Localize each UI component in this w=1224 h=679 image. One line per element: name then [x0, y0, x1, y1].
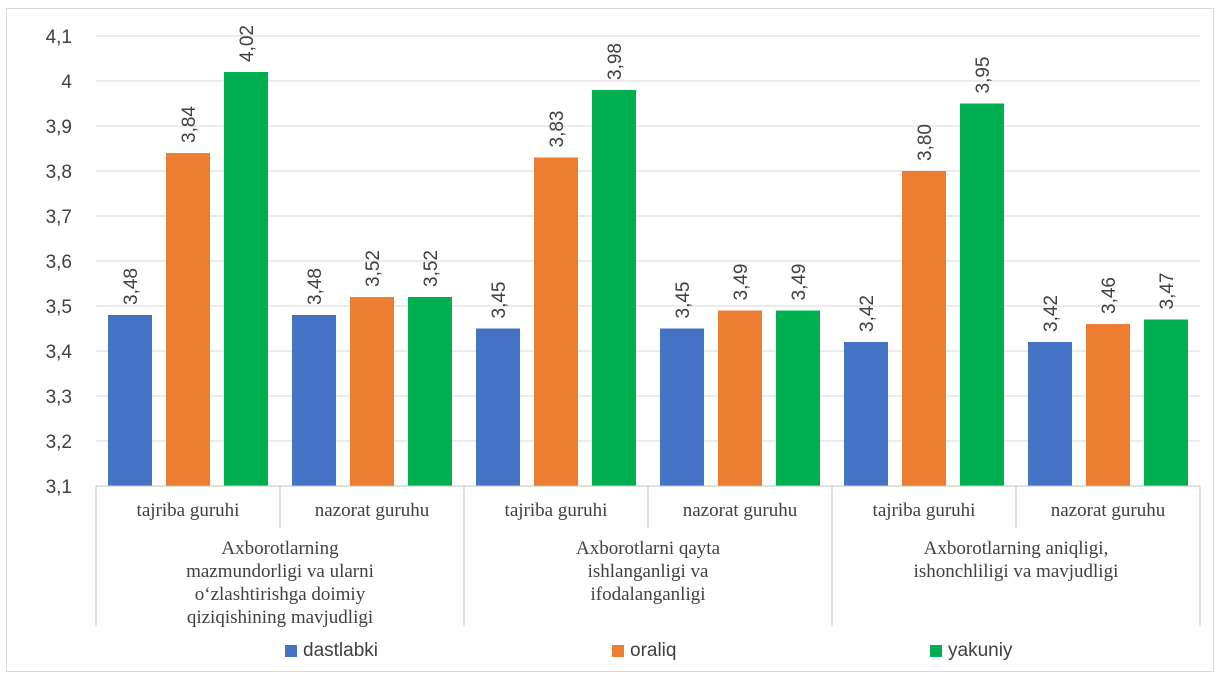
data-label: 3,83	[547, 111, 568, 148]
y-tick-label: 4	[61, 72, 72, 93]
bar-yakuniy	[592, 90, 636, 486]
y-axis: 3,1 3,2 3,3 3,4 3,5 3,6 3,7 3,8 3,9 4 4,1	[46, 27, 73, 498]
y-tick-label: 3,5	[46, 297, 72, 318]
data-label: 3,98	[605, 43, 626, 80]
group-label-line: Axborotlarning	[221, 538, 339, 559]
bar-yakuniy	[776, 310, 820, 486]
y-tick-label: 3,2	[46, 432, 72, 453]
y-tick-label: 3,3	[46, 387, 72, 408]
y-tick-label: 4,1	[46, 27, 72, 48]
data-label: 3,49	[731, 264, 752, 301]
subcategory-label: tajriba guruhi	[137, 500, 240, 521]
bar-dastlabki	[844, 342, 888, 486]
data-label: 3,42	[857, 295, 878, 332]
group-label-line: ishonchliligi va mavjudligi	[914, 561, 1119, 582]
group-label-line: o‘zlashtirishga doimiy	[195, 584, 366, 605]
data-label: 3,52	[421, 250, 442, 287]
legend-swatch-yakuniy	[930, 645, 942, 657]
y-tick-label: 3,4	[46, 342, 73, 363]
data-label: 3,46	[1099, 277, 1120, 314]
group-label-line: mazmundorligi va ularni	[186, 561, 374, 582]
data-label: 3,80	[915, 124, 936, 161]
bar-dastlabki	[1028, 342, 1072, 486]
group-label-line: Axborotlarni qayta	[576, 538, 721, 559]
bar-oraliq	[902, 171, 946, 486]
legend-swatch-oraliq	[612, 645, 624, 657]
subcategory-label: nazorat guruhu	[683, 500, 798, 521]
data-label: 3,49	[789, 264, 810, 301]
legend: dastlabki oraliq yakuniy	[285, 640, 1013, 661]
data-label: 3,84	[179, 106, 200, 143]
bar-oraliq	[534, 157, 578, 486]
data-label: 3,52	[363, 250, 384, 287]
bar-oraliq	[350, 297, 394, 486]
bar-yakuniy	[1144, 319, 1188, 486]
bar-dastlabki	[108, 315, 152, 486]
subcategory-label: nazorat guruhu	[1051, 500, 1166, 521]
data-labels: 3,48 3,84 4,02 3,48 3,52 3,52 3,45 3,83 3,98 3,45…	[121, 25, 1178, 332]
group-label-line: qiziqishining mavjudligi	[187, 607, 373, 628]
y-tick-label: 3,1	[46, 477, 72, 498]
group-label-line: ishlanganligi va	[588, 561, 709, 582]
bar-dastlabki	[660, 328, 704, 486]
data-label: 4,02	[237, 25, 258, 62]
bars	[108, 72, 1188, 486]
subcategory-label: tajriba guruhi	[873, 500, 976, 521]
data-label: 3,45	[673, 282, 694, 319]
data-label: 3,48	[305, 268, 326, 305]
legend-label-dastlabki: dastlabki	[303, 640, 378, 661]
bar-dastlabki	[476, 328, 520, 486]
bar-yakuniy	[408, 297, 452, 486]
y-tick-label: 3,6	[46, 252, 72, 273]
legend-label-yakuniy: yakuniy	[948, 640, 1013, 661]
x-axis: tajriba guruhi nazorat guruhu Axborotlarni…	[95, 485, 1201, 628]
y-tick-label: 3,8	[46, 162, 72, 183]
y-tick-label: 3,9	[46, 117, 72, 138]
group-label-line: Axborotlarning aniqligi,	[924, 538, 1109, 559]
subcategory-label: tajriba guruhi	[505, 500, 608, 521]
data-label: 3,95	[973, 57, 994, 94]
legend-label-oraliq: oraliq	[630, 640, 676, 661]
y-tick-label: 3,7	[46, 207, 72, 228]
bar-oraliq	[718, 310, 762, 486]
data-label: 3,45	[489, 282, 510, 319]
legend-swatch-dastlabki	[285, 645, 297, 657]
bar-oraliq	[166, 153, 210, 486]
bar-oraliq	[1086, 324, 1130, 486]
bar-dastlabki	[292, 315, 336, 486]
group-label-line: ifodalanganligi	[590, 584, 705, 605]
bar-yakuniy	[224, 72, 268, 486]
data-label: 3,47	[1157, 273, 1178, 310]
data-label: 3,48	[121, 268, 142, 305]
data-label: 3,42	[1041, 295, 1062, 332]
bar-yakuniy	[960, 103, 1004, 486]
subcategory-label: nazorat guruhu	[315, 500, 430, 521]
